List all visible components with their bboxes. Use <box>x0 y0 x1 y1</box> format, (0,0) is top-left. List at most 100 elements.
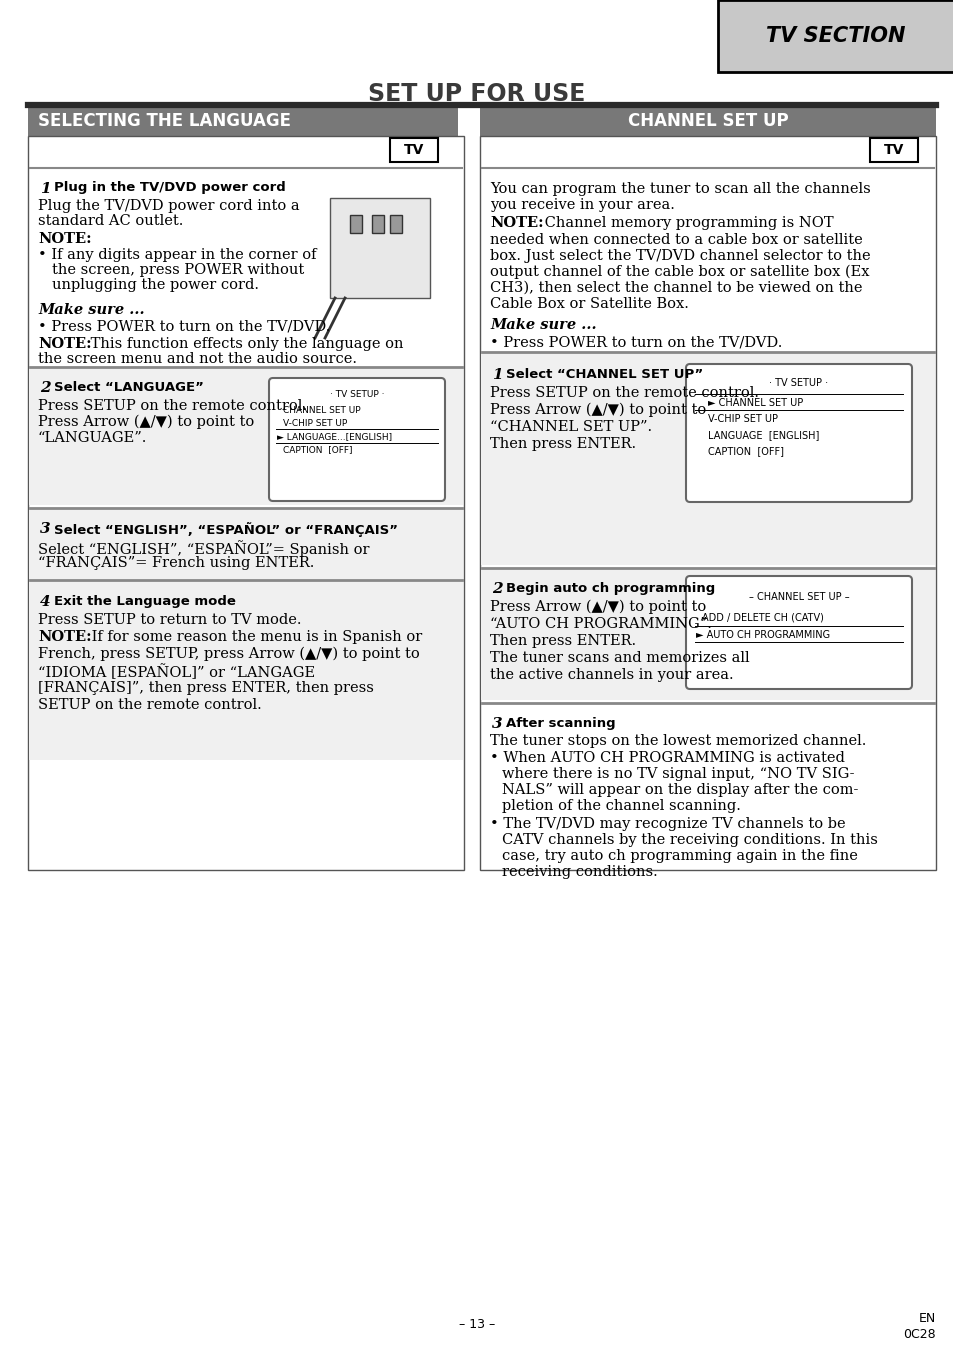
Text: NOTE:: NOTE: <box>38 337 91 350</box>
Text: Select “ENGLISH”, “ESPAÑOL”= Spanish or: Select “ENGLISH”, “ESPAÑOL”= Spanish or <box>38 541 369 557</box>
Text: needed when connected to a cable box or satellite: needed when connected to a cable box or … <box>490 233 862 247</box>
Text: SET UP FOR USE: SET UP FOR USE <box>368 82 585 106</box>
Text: 3: 3 <box>40 522 51 537</box>
Text: the active channels in your area.: the active channels in your area. <box>490 669 733 682</box>
Bar <box>479 136 935 869</box>
Text: 2: 2 <box>40 381 51 395</box>
Text: Press SETUP to return to TV mode.: Press SETUP to return to TV mode. <box>38 613 301 627</box>
Text: ► AUTO CH PROGRAMMING: ► AUTO CH PROGRAMMING <box>696 630 829 640</box>
Text: NALS” will appear on the display after the com-: NALS” will appear on the display after t… <box>501 783 858 797</box>
Bar <box>29 368 462 506</box>
Text: ► CHANNEL SET UP: ► CHANNEL SET UP <box>707 398 802 408</box>
Text: pletion of the channel scanning.: pletion of the channel scanning. <box>501 799 740 813</box>
Bar <box>28 136 463 869</box>
Text: Press Arrow (▲/▼) to point to: Press Arrow (▲/▼) to point to <box>490 403 705 418</box>
Text: You can program the tuner to scan all the channels: You can program the tuner to scan all th… <box>490 182 870 195</box>
Text: 0C28: 0C28 <box>902 1328 935 1341</box>
Bar <box>372 214 384 233</box>
Bar <box>28 106 457 136</box>
Text: · TV SETUP ·: · TV SETUP · <box>330 390 384 399</box>
Bar <box>330 198 430 298</box>
Text: Select “CHANNEL SET UP”: Select “CHANNEL SET UP” <box>505 368 702 381</box>
Text: V-CHIP SET UP: V-CHIP SET UP <box>707 414 778 425</box>
Text: case, try auto ch programming again in the fine: case, try auto ch programming again in t… <box>501 849 857 863</box>
Text: “IDIOMA [ESPAÑOL]” or “LANGAGE: “IDIOMA [ESPAÑOL]” or “LANGAGE <box>38 665 314 679</box>
Text: Channel memory programming is NOT: Channel memory programming is NOT <box>539 216 833 231</box>
Bar <box>29 581 462 760</box>
Bar <box>869 137 917 162</box>
Text: “LANGUAGE”.: “LANGUAGE”. <box>38 431 147 445</box>
Text: • If any digits appear in the corner of: • If any digits appear in the corner of <box>38 248 316 262</box>
Text: Select “ENGLISH”, “ESPAÑOL” or “FRANÇAIS”: Select “ENGLISH”, “ESPAÑOL” or “FRANÇAIS… <box>54 522 397 537</box>
Text: EN: EN <box>918 1312 935 1325</box>
Text: Plug the TV/DVD power cord into a: Plug the TV/DVD power cord into a <box>38 200 299 213</box>
Text: Make sure ...: Make sure ... <box>490 318 596 332</box>
Text: Press SETUP on the remote control.: Press SETUP on the remote control. <box>490 386 759 400</box>
FancyBboxPatch shape <box>685 364 911 501</box>
Text: V-CHIP SET UP: V-CHIP SET UP <box>283 419 347 429</box>
Text: Press Arrow (▲/▼) to point to: Press Arrow (▲/▼) to point to <box>38 415 254 430</box>
Bar <box>350 214 361 233</box>
Text: 3: 3 <box>492 717 502 731</box>
Text: – CHANNEL SET UP –: – CHANNEL SET UP – <box>748 592 848 603</box>
Text: • When AUTO CH PROGRAMMING is activated: • When AUTO CH PROGRAMMING is activated <box>490 751 844 766</box>
FancyBboxPatch shape <box>685 576 911 689</box>
Text: SETUP on the remote control.: SETUP on the remote control. <box>38 698 261 712</box>
Text: · TV SETUP ·: · TV SETUP · <box>769 377 828 388</box>
Text: NOTE:: NOTE: <box>490 216 543 231</box>
Text: Select “LANGUAGE”: Select “LANGUAGE” <box>54 381 204 394</box>
Text: “FRANÇAIS”= French using ENTER.: “FRANÇAIS”= French using ENTER. <box>38 555 314 570</box>
Text: you receive in your area.: you receive in your area. <box>490 198 674 212</box>
Text: ► LANGUAGE...[ENGLISH]: ► LANGUAGE...[ENGLISH] <box>276 431 392 441</box>
Bar <box>718 0 953 71</box>
Text: CAPTION  [OFF]: CAPTION [OFF] <box>707 446 783 456</box>
Bar <box>479 106 935 136</box>
Text: Begin auto ch programming: Begin auto ch programming <box>505 582 715 594</box>
Bar <box>390 214 401 233</box>
Text: where there is no TV signal input, “NO TV SIG-: where there is no TV signal input, “NO T… <box>501 767 854 780</box>
Text: output channel of the cable box or satellite box (Ex: output channel of the cable box or satel… <box>490 266 868 279</box>
Text: 1: 1 <box>492 368 502 381</box>
Bar <box>480 353 934 565</box>
Text: • The TV/DVD may recognize TV channels to be: • The TV/DVD may recognize TV channels t… <box>490 817 844 830</box>
Text: If for some reason the menu is in Spanish or: If for some reason the menu is in Spanis… <box>87 630 422 644</box>
Text: TV: TV <box>403 143 424 156</box>
Text: The tuner stops on the lowest memorized channel.: The tuner stops on the lowest memorized … <box>490 735 865 748</box>
Text: Make sure ...: Make sure ... <box>38 303 145 317</box>
Text: The tuner scans and memorizes all: The tuner scans and memorizes all <box>490 651 749 665</box>
Text: NOTE:: NOTE: <box>38 630 91 644</box>
Text: NOTE:: NOTE: <box>38 232 91 245</box>
Text: 4: 4 <box>40 594 51 609</box>
Bar <box>480 569 934 700</box>
Text: French, press SETUP, press Arrow (▲/▼) to point to: French, press SETUP, press Arrow (▲/▼) t… <box>38 647 419 662</box>
Text: TV SECTION: TV SECTION <box>765 26 904 46</box>
Text: unplugging the power cord.: unplugging the power cord. <box>52 278 258 293</box>
Text: CH3), then select the channel to be viewed on the: CH3), then select the channel to be view… <box>490 280 862 295</box>
Text: After scanning: After scanning <box>505 717 615 731</box>
Text: 2: 2 <box>492 582 502 596</box>
Text: Cable Box or Satellite Box.: Cable Box or Satellite Box. <box>490 297 688 311</box>
Text: 1: 1 <box>40 182 51 195</box>
Text: TV: TV <box>882 143 903 156</box>
Text: • Press POWER to turn on the TV/DVD.: • Press POWER to turn on the TV/DVD. <box>490 336 781 350</box>
Text: Press Arrow (▲/▼) to point to: Press Arrow (▲/▼) to point to <box>490 600 705 615</box>
Text: the screen menu and not the audio source.: the screen menu and not the audio source… <box>38 352 356 367</box>
Text: receiving conditions.: receiving conditions. <box>501 865 657 879</box>
Text: • Press POWER to turn on the TV/DVD.: • Press POWER to turn on the TV/DVD. <box>38 319 330 334</box>
FancyBboxPatch shape <box>269 377 444 501</box>
Text: standard AC outlet.: standard AC outlet. <box>38 214 183 228</box>
Text: Then press ENTER.: Then press ENTER. <box>490 437 636 452</box>
Text: SELECTING THE LANGUAGE: SELECTING THE LANGUAGE <box>38 112 291 129</box>
Bar <box>29 510 462 580</box>
Text: box. Just select the TV/DVD channel selector to the: box. Just select the TV/DVD channel sele… <box>490 249 870 263</box>
Text: “CHANNEL SET UP”.: “CHANNEL SET UP”. <box>490 421 652 434</box>
Text: CAPTION  [OFF]: CAPTION [OFF] <box>283 445 352 454</box>
Text: the screen, press POWER without: the screen, press POWER without <box>52 263 304 276</box>
Text: CATV channels by the receiving conditions. In this: CATV channels by the receiving condition… <box>501 833 877 847</box>
Text: CHANNEL SET UP: CHANNEL SET UP <box>283 406 360 415</box>
Text: Press SETUP on the remote control.: Press SETUP on the remote control. <box>38 399 307 412</box>
Text: Exit the Language mode: Exit the Language mode <box>54 594 235 608</box>
Text: Then press ENTER.: Then press ENTER. <box>490 634 636 648</box>
Text: LANGUAGE  [ENGLISH]: LANGUAGE [ENGLISH] <box>707 430 819 439</box>
Text: CHANNEL SET UP: CHANNEL SET UP <box>627 112 787 129</box>
